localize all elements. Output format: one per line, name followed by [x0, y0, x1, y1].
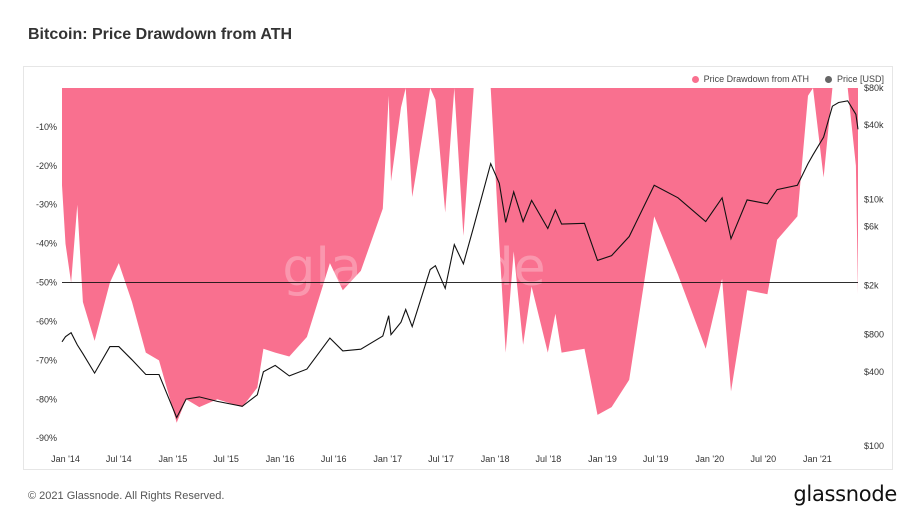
y-left-tick-label: -50% — [36, 278, 57, 288]
x-tick-label: Jan '19 — [588, 454, 617, 464]
x-tick-label: Jan '18 — [481, 454, 510, 464]
y-left-tick-label: -40% — [36, 239, 57, 249]
legend-item-price[interactable]: Price [USD] — [824, 74, 884, 84]
x-tick-label: Jan '15 — [158, 454, 187, 464]
legend-item-drawdown[interactable]: Price Drawdown from ATH — [691, 74, 809, 84]
legend-dot-icon — [824, 75, 832, 83]
x-tick-label: Jul '19 — [643, 454, 669, 464]
y-right-tick-label: $40k — [864, 120, 884, 130]
y-right-tick-label: $400 — [864, 367, 884, 377]
x-tick-label: Jul '16 — [321, 454, 347, 464]
y-right-tick-label: $6k — [864, 222, 879, 232]
y-right-tick-label: $800 — [864, 330, 884, 340]
y-right-tick-label: $10k — [864, 194, 884, 204]
legend-label-price: Price [USD] — [836, 74, 884, 84]
y-left-tick-label: -70% — [36, 355, 57, 365]
legend: Price Drawdown from ATH Price [USD] — [691, 74, 884, 84]
x-tick-label: Jan '14 — [51, 454, 80, 464]
x-tick-label: Jan '16 — [266, 454, 295, 464]
x-tick-label: Jul '14 — [106, 454, 132, 464]
chart-title: Bitcoin: Price Drawdown from ATH — [28, 26, 293, 43]
y-right-tick-label: $100 — [864, 441, 884, 451]
price-line — [61, 100, 859, 419]
legend-dot-icon — [691, 75, 699, 83]
x-tick-label: Jul '17 — [428, 454, 454, 464]
y-right-tick-label: $2k — [864, 281, 879, 291]
brand-logo: glassnode — [793, 482, 897, 506]
x-tick-label: Jan '21 — [803, 454, 832, 464]
x-tick-label: Jul '15 — [213, 454, 239, 464]
copyright-text: © 2021 Glassnode. All Rights Reserved. — [28, 490, 225, 502]
x-tick-label: Jul '20 — [750, 454, 776, 464]
chart-panel — [23, 66, 893, 470]
y-left-tick-label: -60% — [36, 316, 57, 326]
watermark: glassnode — [282, 238, 545, 298]
y-left-tick-label: -10% — [36, 122, 57, 132]
y-right-tick-label: $80k — [864, 83, 884, 93]
x-tick-label: Jan '17 — [373, 454, 402, 464]
x-tick-label: Jul '18 — [535, 454, 561, 464]
drawdown-area — [62, 88, 858, 423]
y-left-tick-label: -30% — [36, 200, 57, 210]
y-left-tick-label: -20% — [36, 161, 57, 171]
legend-label-drawdown: Price Drawdown from ATH — [703, 74, 809, 84]
y-left-tick-label: -80% — [36, 394, 57, 404]
y-left-tick-label: -90% — [36, 433, 57, 443]
x-tick-label: Jan '20 — [695, 454, 724, 464]
